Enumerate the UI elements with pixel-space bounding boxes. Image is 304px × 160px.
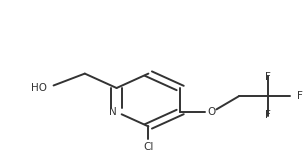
Text: F: F (297, 91, 303, 101)
Text: Cl: Cl (143, 142, 154, 152)
Text: F: F (265, 72, 271, 82)
Text: F: F (265, 110, 271, 120)
Text: N: N (109, 107, 117, 117)
Text: HO: HO (31, 83, 47, 93)
Text: O: O (208, 107, 216, 117)
